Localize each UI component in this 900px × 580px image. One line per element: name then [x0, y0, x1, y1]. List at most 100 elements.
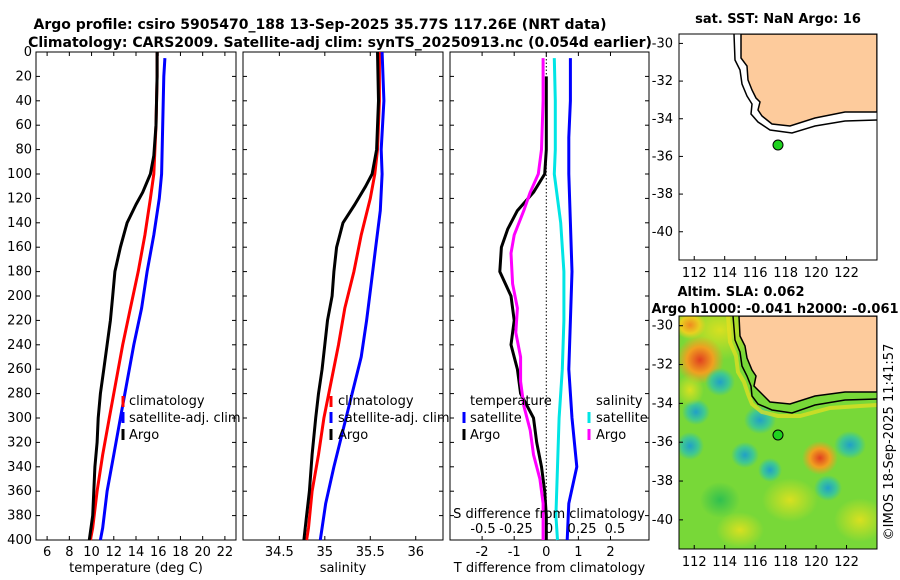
y-tick-label: 240	[7, 338, 32, 353]
map-x-tick-label: 114	[712, 266, 737, 281]
map-x-tick-label: 120	[804, 266, 829, 281]
legend-label-satellite: satellite-adj. clim	[338, 411, 450, 426]
series-line-temperature-satellite	[565, 58, 579, 541]
legend-label-climatology: climatology	[129, 394, 205, 409]
temperature-panel: 0 20 40 60 80 100 120 140 160 180 200 220 240 260 280 3…	[7, 45, 237, 576]
map-x-tick-label: 122	[834, 555, 859, 570]
y-tick-label: 180	[7, 265, 32, 280]
x-tick-label: 20	[194, 545, 211, 560]
secondary-tick: 0.5	[605, 522, 626, 537]
y-tick-label: 80	[15, 143, 32, 158]
sst-map-xticks: 112 114 116 118 120 122	[682, 256, 859, 281]
sla-map-xticks: 112 114 116 118 120 122	[682, 545, 859, 570]
map-y-tick-label: -30	[652, 36, 673, 51]
legend-label-argo: Argo	[338, 428, 368, 443]
secondary-axis-label: S difference from climatology	[453, 507, 645, 522]
salinity-xlabel: salinity	[320, 561, 367, 576]
x-tick-label: 22	[217, 545, 234, 560]
x-tick-label: 12	[106, 545, 123, 560]
series-line-temperature-argo	[498, 76, 548, 540]
temperature-xlabel: temperature (deg C)	[69, 561, 203, 576]
series-line-salinity-argo	[509, 58, 545, 540]
x-tick-label: 2	[606, 545, 614, 560]
sst-map-argo-marker	[772, 139, 784, 151]
map-y-tick-label: -34	[652, 396, 673, 411]
timestamp-label: ©IMOS 18-Sep-2025 11:41:57	[882, 344, 897, 541]
sla-map-land	[738, 316, 877, 405]
map-y-tick-label: -38	[652, 474, 673, 489]
map-x-tick-label: 116	[743, 266, 768, 281]
salinity-axes-frame	[242, 51, 444, 541]
y-tick-label: 280	[7, 387, 32, 402]
series-line-argo	[87, 52, 159, 541]
x-tick-label: 6	[43, 545, 51, 560]
legend-label-sal-satellite: satellite	[596, 411, 648, 426]
sla-map-contour	[732, 316, 877, 414]
x-tick-label: 10	[83, 545, 100, 560]
difference-legend-temperature: temperature satellite Argo	[462, 394, 552, 443]
sst-map-contour	[733, 34, 877, 134]
figure-title-line2: Climatology: CARS2009. Satellite-adj cli…	[28, 35, 652, 51]
map-y-tick-label: -30	[652, 319, 673, 334]
map-x-tick-label: 112	[682, 555, 707, 570]
x-tick-label: 18	[172, 545, 189, 560]
series-line-satellite-adj-clim	[318, 51, 386, 541]
map-x-tick-label: 118	[773, 555, 798, 570]
sla-map-title-line2: Argo h1000: -0.041 h2000: -0.061	[651, 302, 898, 317]
map-y-tick-label: -32	[652, 74, 673, 89]
map-x-tick-label: 114	[712, 555, 737, 570]
y-tick-label: 320	[7, 435, 32, 450]
map-x-tick-label: 120	[804, 555, 829, 570]
difference-axes-frame	[449, 51, 650, 541]
legend-title-salinity: salinity	[596, 394, 643, 409]
x-tick-label: 1	[574, 545, 582, 560]
sst-map-land	[740, 34, 877, 127]
y-tick-label: 300	[7, 411, 32, 426]
x-tick-label: 0	[542, 545, 550, 560]
sla-map: Altim. SLA: 0.062 Argo h1000: -0.041 h20…	[651, 285, 898, 570]
legend-title-temperature: temperature	[470, 394, 552, 409]
y-tick-label: 60	[15, 118, 32, 133]
map-y-tick-label: -38	[652, 187, 673, 202]
map-y-tick-label: -36	[652, 435, 673, 450]
map-y-tick-label: -40	[652, 225, 673, 240]
y-tick-label: 20	[15, 69, 32, 84]
x-tick-label: -1	[508, 545, 521, 560]
map-y-tick-label: -34	[652, 112, 673, 127]
legend-label-temp-satellite: satellite	[470, 411, 522, 426]
series-line-salinity-satellite	[552, 58, 566, 541]
x-tick-label: 8	[65, 545, 73, 560]
x-tick-label: 36	[407, 545, 424, 560]
legend-label-sal-argo: Argo	[596, 428, 626, 443]
series-line-argo	[302, 51, 380, 541]
y-tick-label: 380	[7, 509, 32, 524]
difference-xlabel: T difference from climatology	[453, 561, 646, 576]
sst-map-title: sat. SST: NaN Argo: 16	[695, 12, 861, 27]
x-tick-label: 14	[128, 545, 145, 560]
temperature-legend: climatology satellite-adj. clim Argo	[121, 394, 241, 443]
y-tick-label: 140	[7, 216, 32, 231]
sst-map-yticks: -30 -32 -34 -36 -38 -40	[652, 36, 683, 240]
x-tick-label: 35	[317, 545, 334, 560]
map-x-tick-label: 122	[834, 266, 859, 281]
difference-panel: -2 -1 0 1 2T difference from climatology	[449, 51, 650, 576]
secondary-tick: 0.25	[568, 522, 597, 537]
x-tick-label: 16	[150, 545, 167, 560]
y-tick-label: 360	[7, 484, 32, 499]
legend-label-satellite: satellite-adj. clim	[129, 411, 241, 426]
y-tick-label: 220	[7, 313, 32, 328]
y-tick-label: 400	[7, 533, 32, 548]
secondary-axis-ticks: -0.5 -0.25 0 0.25 0.5	[470, 522, 625, 537]
map-y-tick-label: -36	[652, 149, 673, 164]
y-tick-label: 340	[7, 460, 32, 475]
secondary-tick: -0.5	[470, 522, 495, 537]
map-y-tick-label: -32	[652, 358, 673, 373]
map-x-tick-label: 116	[743, 555, 768, 570]
y-tick-label: 120	[7, 191, 32, 206]
y-tick-label: 200	[7, 289, 32, 304]
salinity-legend: climatology satellite-adj. clim Argo	[329, 394, 450, 443]
x-tick-label: 35.5	[356, 545, 385, 560]
figure-title-line1: Argo profile: csiro 5905470_188 13-Sep-2…	[34, 17, 607, 33]
y-tick-label: 40	[15, 94, 32, 109]
